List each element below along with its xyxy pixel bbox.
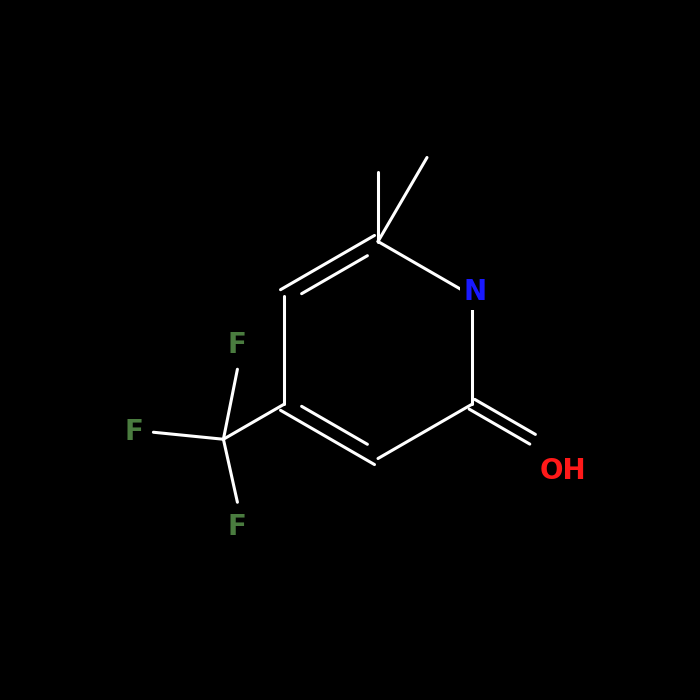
Text: F: F	[228, 331, 247, 359]
Text: OH: OH	[540, 457, 586, 485]
Text: N: N	[464, 278, 487, 307]
Text: F: F	[228, 512, 247, 541]
Text: F: F	[124, 419, 143, 447]
